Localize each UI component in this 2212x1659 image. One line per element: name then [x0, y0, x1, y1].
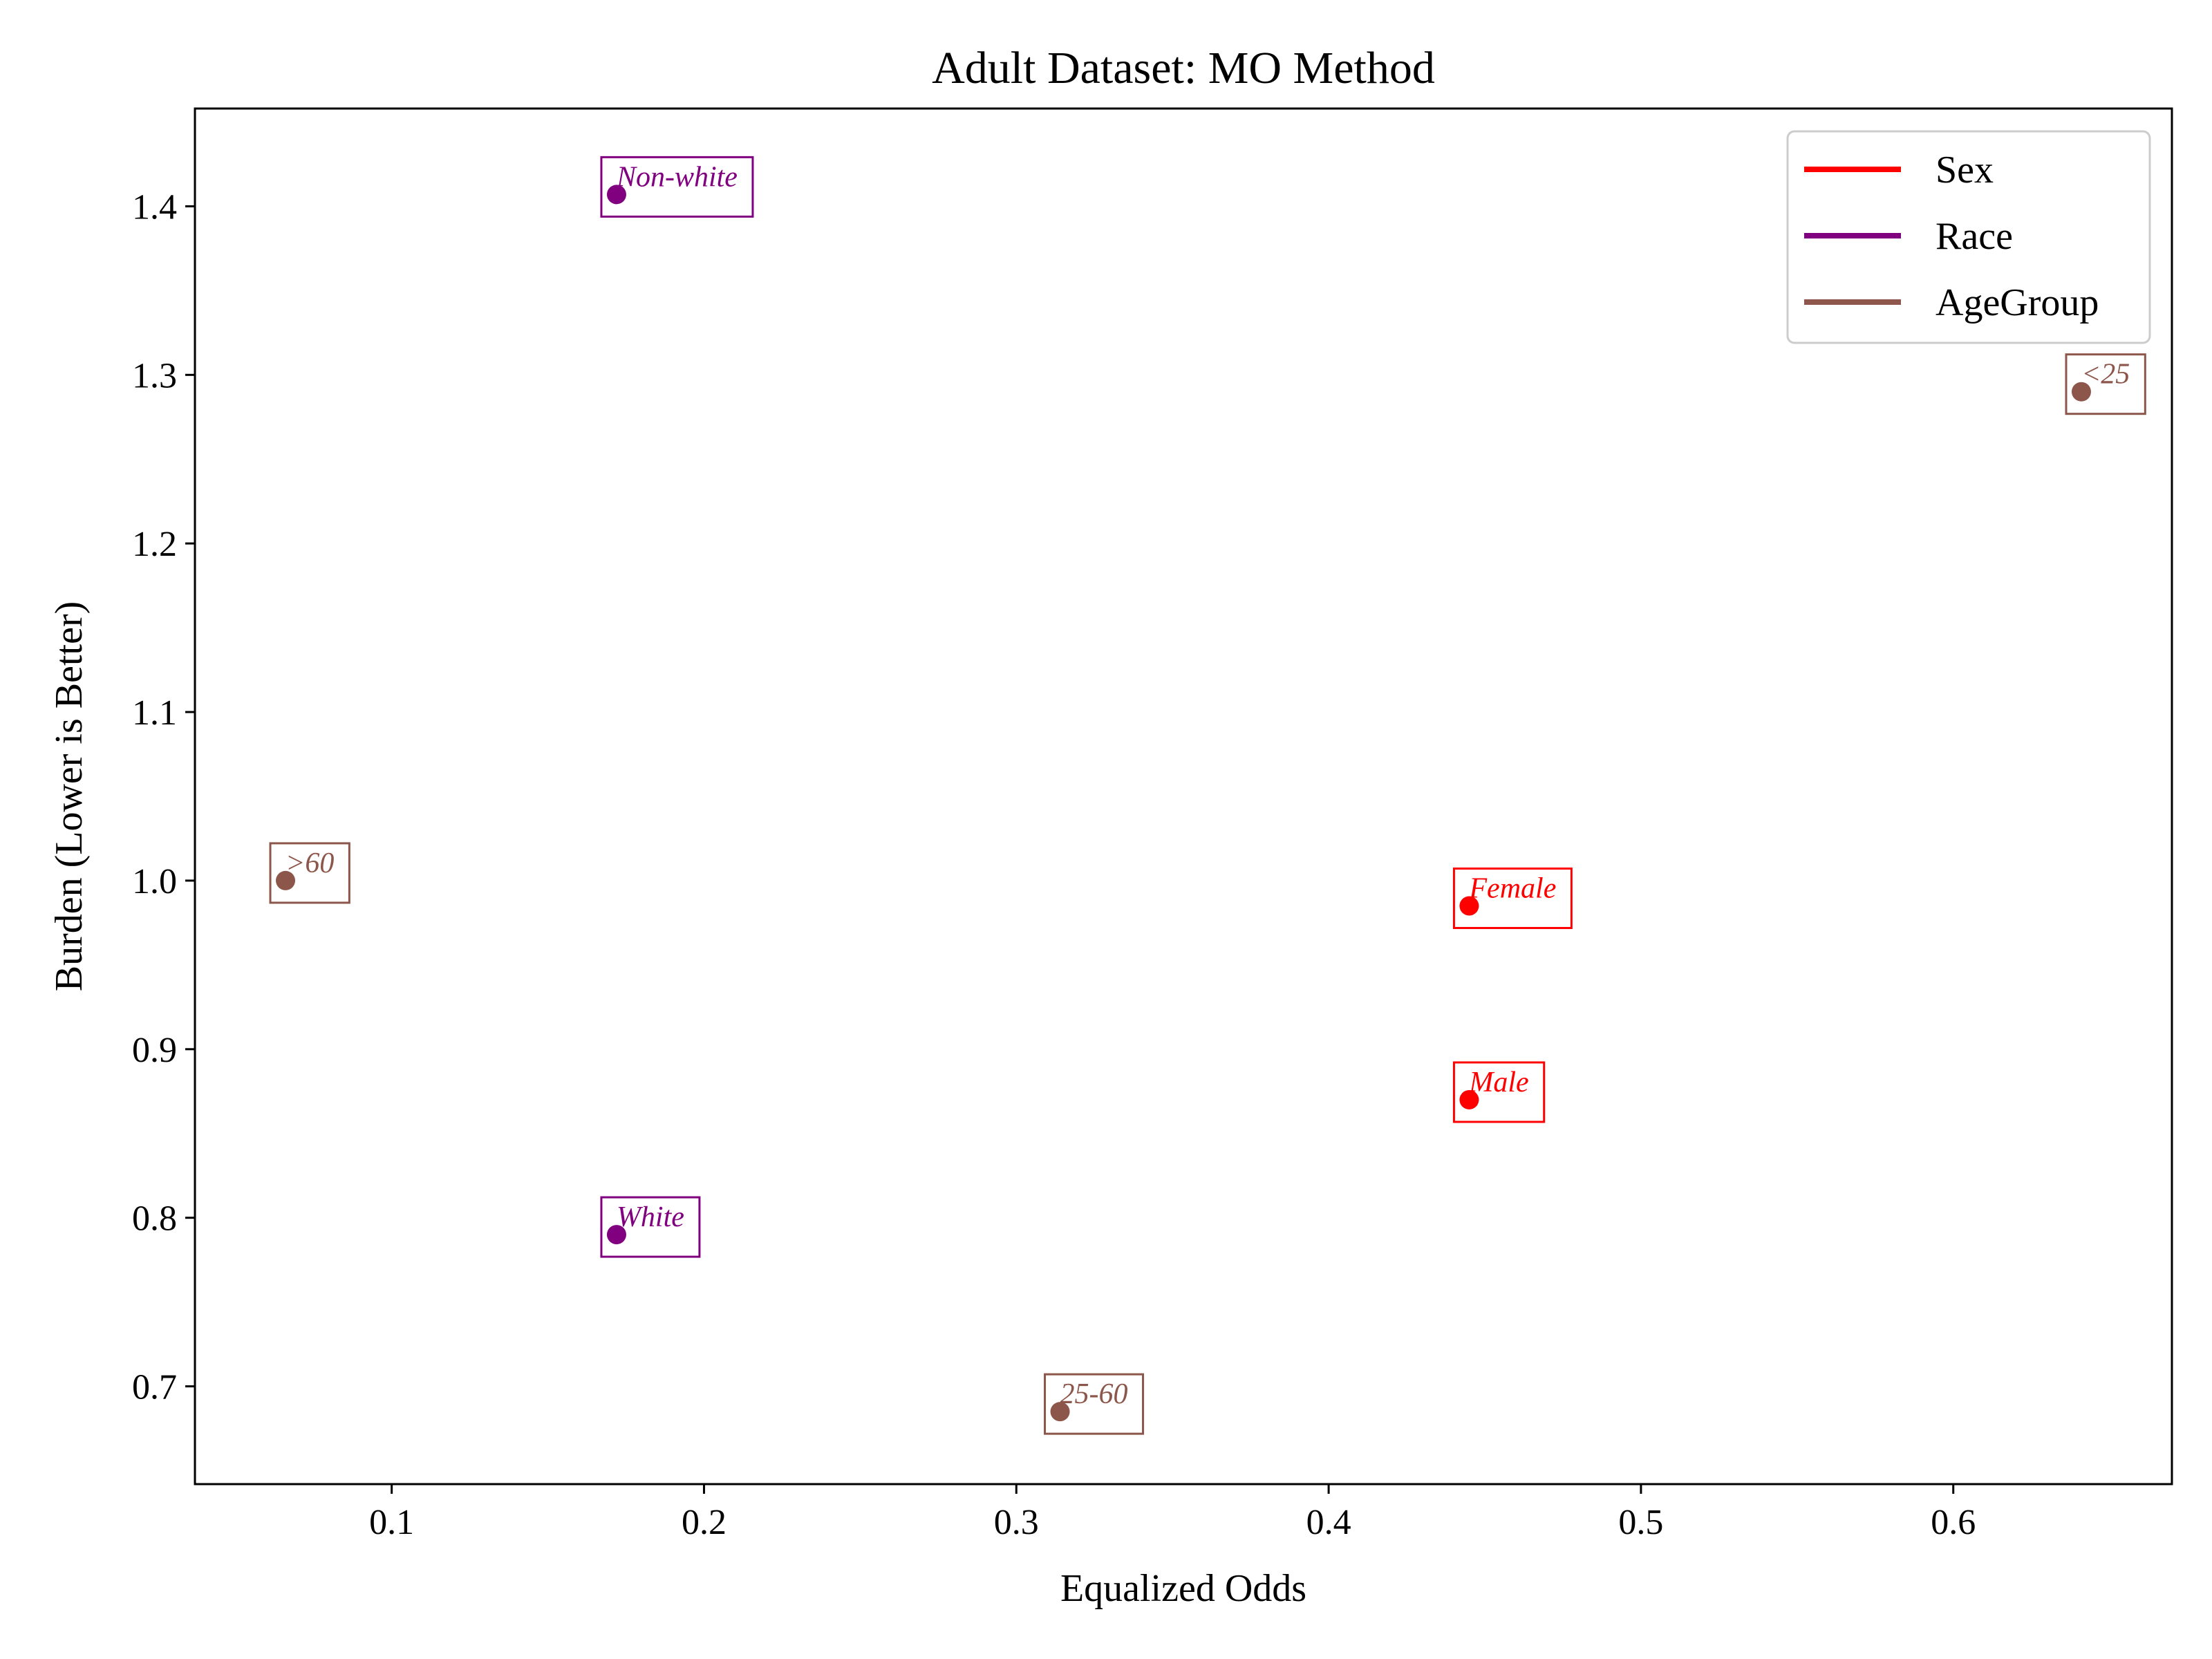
data-point [1050, 1402, 1070, 1422]
x-tick-label: 0.1 [369, 1503, 414, 1542]
plot-area [194, 107, 2173, 1485]
legend-label: Race [1936, 215, 2013, 258]
point-label-box [269, 842, 350, 904]
legend-box [1786, 130, 2151, 344]
point-label: White [617, 1201, 684, 1233]
point-label: >60 [285, 847, 334, 879]
chart-title: Adult Dataset: MO Method [932, 43, 1435, 93]
y-tick-label: 1.0 [132, 862, 177, 901]
y-tick-label: 1.1 [132, 693, 177, 733]
x-tick-label: 0.6 [1931, 1503, 1976, 1542]
data-point [1459, 896, 1479, 916]
x-tick-label: 0.3 [994, 1503, 1039, 1542]
y-axis-label: Burden (Lower is Better) [48, 601, 91, 991]
x-axis-label: Equalized Odds [1060, 1567, 1306, 1610]
data-point [2071, 382, 2091, 402]
point-label: Non-white [616, 161, 738, 193]
data-point [1459, 1089, 1479, 1109]
x-tick-label: 0.2 [682, 1503, 727, 1542]
y-tick-label: 0.7 [132, 1368, 177, 1407]
data-point [276, 870, 296, 890]
data-point [606, 185, 626, 205]
point-label: Male [1468, 1067, 1528, 1098]
y-axis: 0.7 0.8 0.9 1.0 1.1 1.2 1.3 1.4 [132, 187, 195, 1407]
y-tick-label: 0.8 [132, 1199, 177, 1239]
point-label-box [1044, 1373, 1145, 1435]
y-tick-label: 1.2 [132, 525, 177, 564]
legend-label: AgeGroup [1936, 281, 2099, 324]
point-label: 25-60 [1060, 1378, 1128, 1410]
point-label: <25 [2081, 359, 2130, 391]
point-label-box [1452, 1061, 1546, 1123]
point-label-box [1452, 868, 1573, 930]
x-tick-label: 0.5 [1618, 1503, 1663, 1542]
data-point [606, 1225, 626, 1245]
x-axis: 0.1 0.2 0.3 0.4 0.5 0.6 [369, 1484, 1976, 1542]
point-label-box [600, 156, 754, 218]
legend: Sex Race AgeGroup [1786, 130, 2151, 344]
x-tick-label: 0.4 [1306, 1503, 1351, 1542]
legend-label: Sex [1936, 149, 1994, 191]
point-label-box [600, 1196, 701, 1258]
y-tick-label: 1.3 [132, 356, 177, 395]
y-tick-label: 1.4 [132, 187, 177, 227]
data-points: Female Male Non-white White <25 >60 25-60 [269, 156, 2146, 1435]
point-label-box [2065, 353, 2146, 415]
point-label: Female [1468, 873, 1556, 905]
y-tick-label: 0.9 [132, 1031, 177, 1070]
